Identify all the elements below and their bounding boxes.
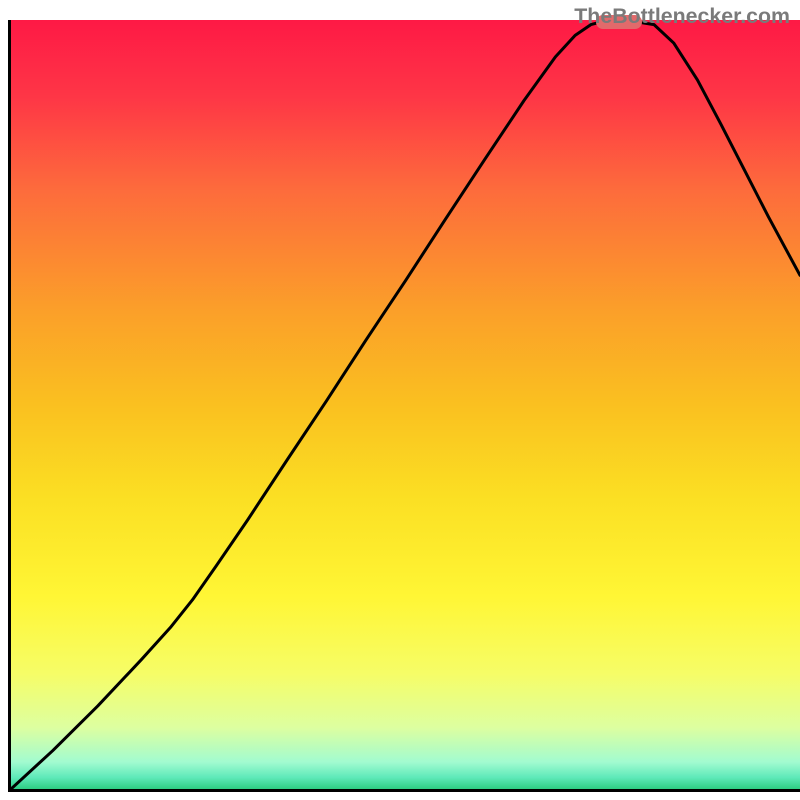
x-axis-line [8, 789, 800, 792]
chart-container: TheBottlenecker.com [0, 0, 800, 800]
curve-path [11, 22, 800, 789]
plot-area [11, 20, 800, 789]
y-axis-line [8, 20, 11, 792]
watermark-text: TheBottlenecker.com [574, 4, 790, 29]
watermark-label: TheBottlenecker.com [574, 4, 790, 28]
bottleneck-curve [11, 20, 800, 789]
